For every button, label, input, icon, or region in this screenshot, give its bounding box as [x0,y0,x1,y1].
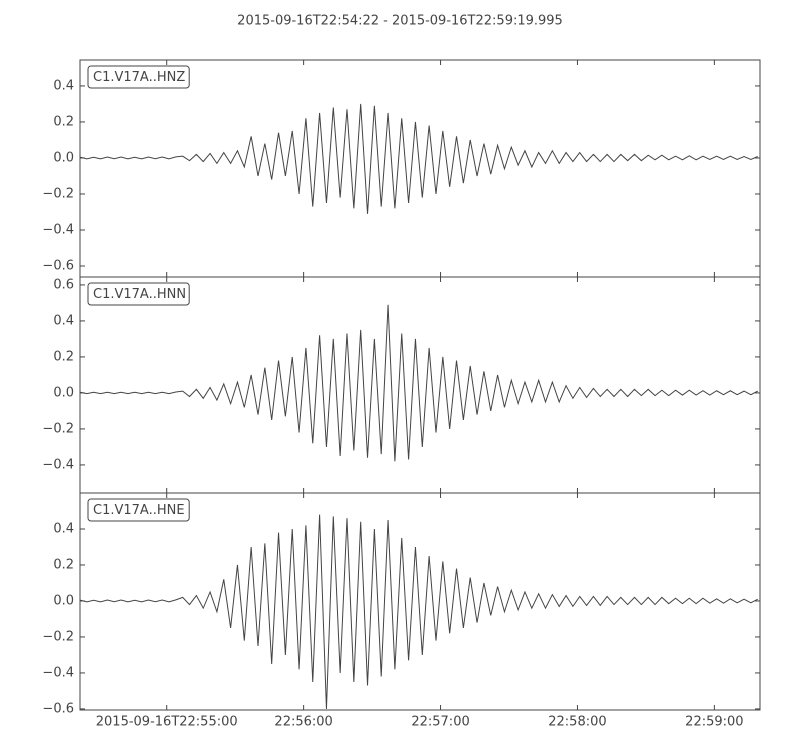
legend-label: C1.V17A..HNE [93,503,185,518]
waveform [80,514,758,709]
x-tick-label: 22:58:00 [548,715,606,730]
x-tick-label: 2015-09-16T22:55:00 [96,715,238,730]
y-tick-label: 0.6 [53,277,74,292]
legend-box [87,498,190,522]
x-tick-label: 22:57:00 [411,715,469,730]
y-tick-label: −0.2 [42,186,74,201]
waveform [80,103,758,214]
legend-box [87,65,190,89]
y-tick-label: −0.6 [42,259,74,274]
y-tick-label: −0.4 [42,457,74,472]
y-tick-label: −0.2 [42,421,74,436]
y-tick-label: 0.4 [53,313,74,328]
axes-frame [79,492,761,711]
x-tick-label: 22:56:00 [274,715,332,730]
legend-label: C1.V17A..HNZ [93,70,185,85]
y-tick-label: 0.2 [53,349,74,364]
y-tick-label: 0.0 [53,593,74,608]
chart-title: 2015-09-16T22:54:22 - 2015-09-16T22:59:1… [237,14,563,29]
waveform [80,304,758,462]
y-tick-label: 0.0 [53,150,74,165]
y-tick-label: 0.0 [53,385,74,400]
y-tick-label: 0.2 [53,557,74,572]
y-tick-label: 0.2 [53,114,74,129]
x-tick-label: 22:59:00 [685,715,743,730]
y-tick-label: −0.4 [42,222,74,237]
y-tick-label: −0.2 [42,629,74,644]
axes-frame [79,276,761,494]
y-tick-label: −0.4 [42,665,74,680]
y-tick-label: 0.4 [53,78,74,93]
y-tick-label: −0.6 [42,701,74,716]
legend-box [87,282,190,306]
legend-label: C1.V17A..HNN [93,287,186,302]
y-tick-label: 0.4 [53,521,74,536]
